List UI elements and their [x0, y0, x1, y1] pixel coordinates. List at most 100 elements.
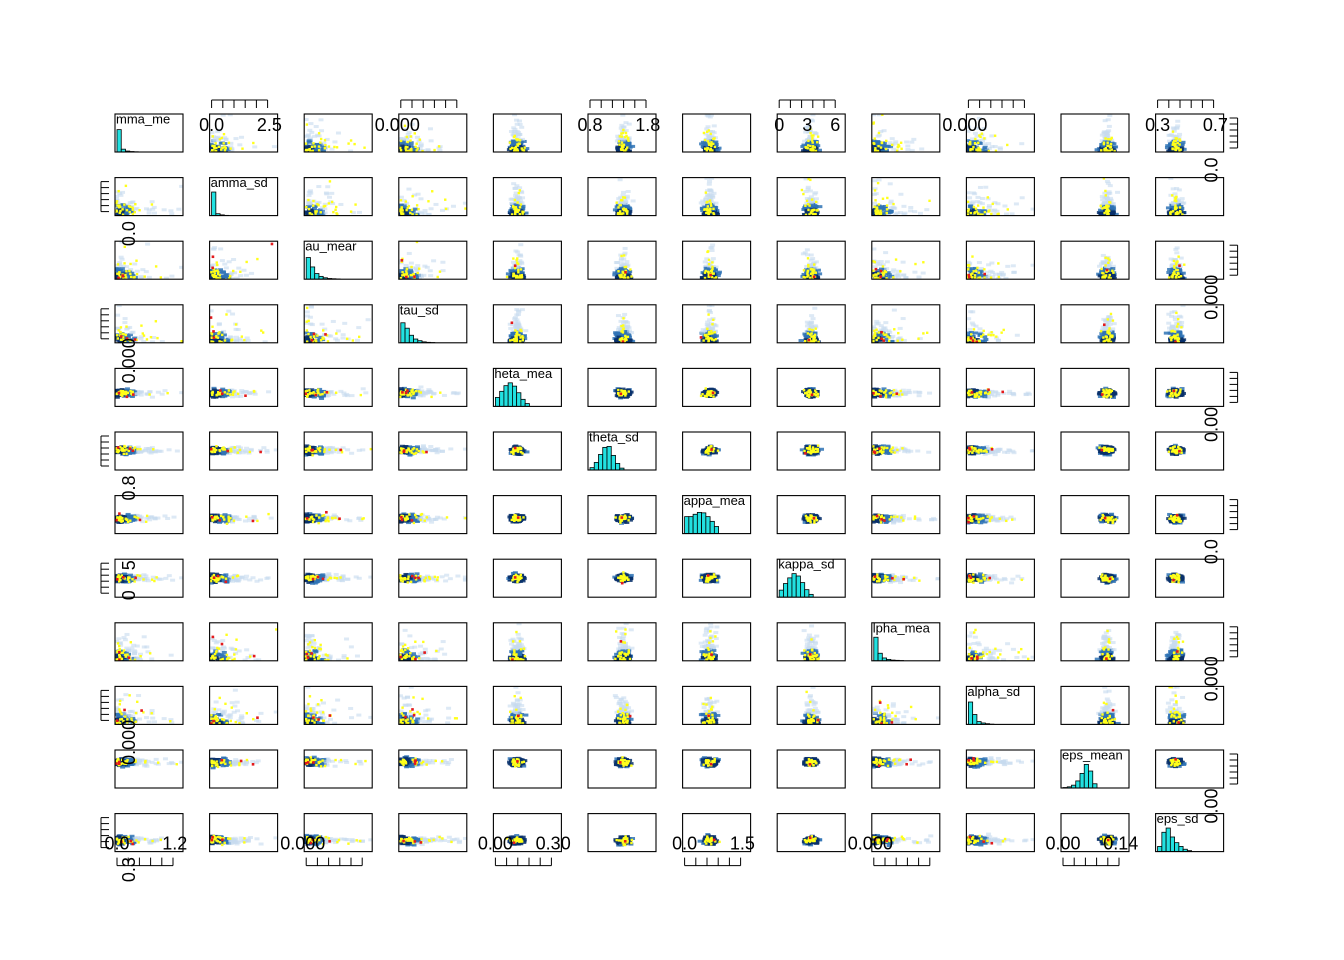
sample-point — [406, 206, 409, 210]
density-cell — [417, 148, 423, 152]
density-cell — [398, 203, 404, 207]
density-cell — [511, 336, 517, 340]
sample-point — [1171, 273, 1174, 277]
sample-point — [1104, 274, 1108, 277]
density-cell — [151, 336, 157, 340]
sample-point — [260, 329, 263, 332]
density-cell — [715, 274, 721, 278]
sample-point — [712, 142, 715, 146]
sample-point — [324, 144, 327, 147]
density-cell — [226, 309, 232, 313]
density-cell — [1180, 140, 1186, 144]
sample-point — [116, 337, 120, 340]
sample-point — [241, 147, 244, 150]
density-cell — [414, 269, 420, 273]
density-cell — [803, 189, 809, 193]
sample-point — [977, 276, 980, 280]
density-cell — [1174, 149, 1180, 152]
panel-content — [209, 309, 268, 343]
density-cell — [179, 265, 183, 269]
density-cell — [252, 145, 258, 149]
sample-point — [811, 213, 815, 216]
density-cell — [614, 339, 620, 343]
density-cell — [619, 256, 625, 260]
sample-point — [983, 137, 986, 140]
density-cell — [518, 209, 524, 213]
sample-point — [816, 135, 820, 138]
density-cell — [304, 118, 309, 122]
density-cell — [707, 264, 713, 268]
density-cell — [328, 200, 334, 204]
sample-point — [135, 338, 138, 342]
sample-point — [520, 274, 524, 277]
highlight-point — [983, 272, 986, 276]
sample-point — [513, 274, 517, 277]
density-cell — [218, 141, 224, 145]
sample-point — [316, 334, 319, 337]
sample-point — [807, 265, 810, 268]
density-cell — [262, 340, 268, 343]
sample-point — [229, 147, 232, 150]
sample-point — [806, 272, 809, 275]
density-cell — [881, 141, 887, 145]
density-cell — [425, 148, 431, 152]
sample-point — [706, 250, 709, 254]
highlight-point — [121, 274, 125, 277]
panel-frame — [398, 240, 468, 280]
sample-point — [1107, 138, 1110, 141]
density-cell — [329, 191, 335, 195]
density-cell — [817, 205, 823, 209]
density-cell — [1102, 119, 1108, 123]
density-cell — [1098, 208, 1104, 212]
sample-point — [405, 272, 409, 275]
sample-point — [261, 331, 265, 334]
sample-point — [324, 204, 327, 208]
sample-point — [217, 332, 220, 335]
density-cell — [1102, 267, 1108, 271]
sample-point — [512, 257, 515, 260]
density-cell — [421, 273, 427, 277]
sample-point — [989, 276, 993, 279]
sample-point — [444, 207, 448, 211]
panel-frame — [776, 240, 846, 280]
sample-point — [1171, 130, 1175, 133]
sample-point — [879, 211, 883, 215]
sample-point — [886, 196, 889, 200]
sample-point — [703, 147, 707, 150]
density-cell — [1168, 133, 1174, 137]
density-cell — [209, 309, 214, 313]
sample-point — [876, 209, 880, 212]
sample-point — [1169, 213, 1172, 216]
density-cell — [969, 207, 975, 211]
sample-point — [875, 206, 879, 209]
sample-point — [877, 203, 881, 206]
panel-tau_sd-tau_sd: tau_sd — [398, 302, 468, 344]
density-cell — [620, 210, 626, 214]
sample-point — [615, 201, 618, 204]
sample-point — [404, 147, 407, 150]
density-cell — [1178, 143, 1184, 147]
density-cell — [970, 200, 976, 204]
sample-point — [332, 210, 335, 214]
density-cell — [711, 269, 717, 273]
sample-point — [327, 202, 331, 205]
density-cell — [315, 133, 321, 137]
density-cell — [235, 328, 241, 332]
density-cell — [237, 143, 243, 147]
density-cell — [515, 204, 521, 208]
sample-point — [124, 184, 128, 188]
density-cell — [132, 207, 138, 211]
panel-content — [115, 304, 183, 343]
sample-point — [133, 210, 136, 214]
density-cell — [917, 211, 923, 215]
sample-point — [892, 202, 895, 206]
density-cell — [706, 268, 712, 272]
density-cell — [399, 149, 405, 152]
density-cell — [221, 271, 227, 275]
density-cell — [986, 146, 992, 150]
density-cell — [141, 340, 147, 343]
density-cell — [517, 186, 523, 190]
panel-tau_mean-eps_sd — [1155, 240, 1225, 280]
sample-point — [307, 198, 310, 202]
sample-point — [707, 272, 710, 275]
